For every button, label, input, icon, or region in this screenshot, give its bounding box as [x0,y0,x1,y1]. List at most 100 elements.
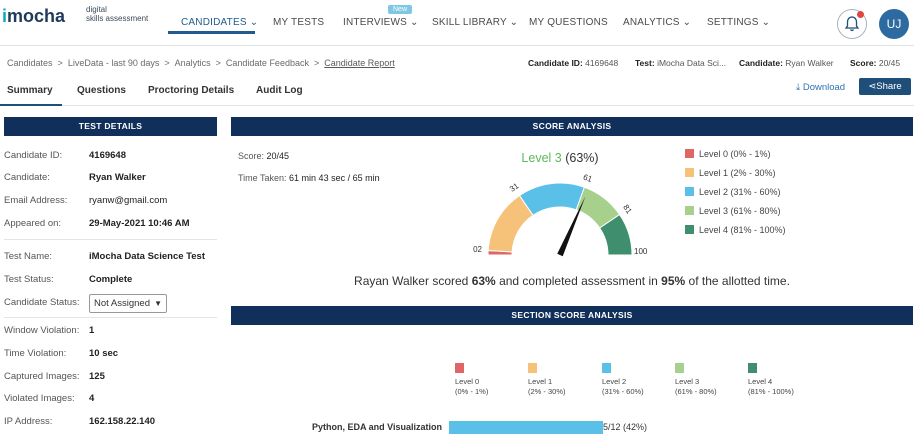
breadcrumb-separator: > [313,58,320,68]
score-analysis-time-taken: Time Taken: 61 min 43 sec / 65 min [238,173,380,183]
detail-violated-images: Violated Images: 4 [4,393,95,404]
detail-candidate-id: Candidate ID: 4169648 [4,150,126,161]
legend-level: Level 2 [602,377,627,386]
detail-candidate-status: Candidate Status: [4,297,80,308]
notifications-button[interactable] [837,9,867,39]
section-legend-item: Level 1 (2% - 30%) [528,363,566,397]
tab-active-indicator [0,104,62,106]
detail-divider [4,239,217,240]
detail-test-status: Test Status: Complete [4,274,133,285]
bell-icon [845,16,859,32]
breadcrumb-candidate-report[interactable]: Candidate Report [324,58,395,68]
imocha-logo[interactable]: imocha digital skills assessment [0,3,150,29]
score-legend-item: Level 3 (61% - 80%) [685,206,781,216]
legend-level: Level 4 [748,377,773,386]
tab-summary[interactable]: Summary [7,85,53,96]
gauge-tick-label: 61 [582,173,594,185]
legend-swatch [675,363,684,373]
section-legend-item: Level 2 (31% - 60%) [602,363,644,397]
legend-swatch [528,363,537,373]
legend-label: Level 1 (2% - 30%) [699,168,776,178]
tab-audit-log[interactable]: Audit Log [256,85,303,96]
section-name: Python, EDA and Visualization [312,422,443,432]
chevron-down-icon: ⌄ [761,17,771,28]
nav-interviews[interactable]: INTERVIEWS ⌄ [343,17,419,28]
chevron-down-icon: ▼ [154,299,162,308]
legend-level: Level 0 [455,377,480,386]
user-avatar[interactable]: UJ [879,9,909,39]
new-badge: New [388,5,413,14]
gauge-tick-label: 100 [634,247,648,256]
meta-test: Test: iMocha Data Sci... [635,58,727,68]
nav-analytics[interactable]: ANALYTICS ⌄ [623,17,692,28]
detail-captured-images: Captured Images: 125 [4,371,105,382]
notification-dot [857,11,864,18]
chevron-down-icon: ⌄ [682,17,692,28]
legend-swatch [748,363,757,373]
score-summary-text: Rayan Walker scored 63% and completed as… [354,274,790,288]
nav-candidates[interactable]: CANDIDATES ⌄ [181,17,259,28]
report-tabs: Summary Questions Proctoring Details Aud… [0,76,914,106]
section-score-value: 5/12 (42%) [603,422,648,432]
section-score-bar [449,421,604,434]
breadcrumb-analytics[interactable]: Analytics [174,58,211,68]
gauge-tick-label: 31 [508,181,521,194]
detail-ip-address: IP Address: 162.158.22.140 [4,416,156,427]
detail-time-violation: Time Violation: 10 sec [4,348,119,359]
nav-my-questions[interactable]: MY QUESTIONS [529,17,608,28]
nav-skill-library[interactable]: SKILL LIBRARY ⌄ [432,17,519,28]
nav-settings[interactable]: SETTINGS ⌄ [707,17,771,28]
chevron-down-icon: ⌄ [249,17,259,28]
top-navigation: imocha digital skills assessment CANDIDAT… [0,0,914,46]
legend-label: Level 2 (31% - 60%) [699,187,781,197]
section-legend-item: Level 3 (61% - 80%) [675,363,717,397]
detail-email: Email Address: ryanw@gmail.com [4,195,168,206]
legend-swatch [685,149,694,158]
breadcrumb-candidate-feedback[interactable]: Candidate Feedback [225,58,309,68]
breadcrumb-separator: > [164,58,170,68]
legend-label: Level 4 (81% - 100%) [699,225,786,235]
section-legend-item: Level 4 (81% - 100%) [748,363,794,397]
legend-swatch [685,168,694,177]
tab-questions[interactable]: Questions [77,85,126,96]
detail-test-name: Test Name: iMocha Data Science Test [4,251,205,262]
legend-level: Level 3 [675,377,700,386]
candidate-status-select[interactable]: Not Assigned ▼ [89,294,167,313]
gauge-tick-label: 81 [621,203,634,216]
logo-tagline: digital skills assessment [86,5,149,23]
gauge-segment [518,182,586,216]
score-analysis-heading: SCORE ANALYSIS [231,117,913,136]
tab-proctoring-details[interactable]: Proctoring Details [148,85,235,96]
legend-label: Level 0 (0% - 1%) [699,149,771,159]
share-icon: ⋖ [868,81,877,92]
legend-level: Level 1 [528,377,553,386]
nav-my-tests[interactable]: MY TESTS [273,17,325,28]
detail-candidate: Candidate: Ryan Walker [4,172,146,183]
meta-candidate-id: Candidate ID: 4169648 [528,58,619,68]
legend-range: (31% - 60%) [602,387,644,396]
breadcrumb-separator: > [57,58,63,68]
section-legend-item: Level 0 (0% - 1%) [455,363,488,397]
chevron-down-icon: ⌄ [410,17,419,28]
download-button[interactable]: ⤓ Download [796,82,846,93]
gauge-tick-label: 02 [473,245,482,254]
score-legend-item: Level 1 (2% - 30%) [685,168,776,178]
score-gauge-chart: Level 3 (63%) 02 31 61 81 100 [473,151,648,257]
score-analysis-score: Score: 20/45 [238,151,290,161]
breadcrumb-separator: > [215,58,221,68]
share-button[interactable]: ⋖Share [859,78,911,95]
legend-label: Level 3 (61% - 80%) [699,206,781,216]
breadcrumb-livedata[interactable]: LiveData - last 90 days [67,58,160,68]
chevron-down-icon: ⌄ [509,17,519,28]
logo-wordmark: imocha [2,6,66,26]
meta-score: Score: 20/45 [850,58,901,68]
nav-active-indicator [168,31,255,34]
gauge-level-text: Level 3 (63%) [521,151,598,165]
breadcrumb-bar: Candidates > LiveData - last 90 days > Analy… [0,52,914,74]
breadcrumb-candidates[interactable]: Candidates [7,58,53,68]
meta-candidate: Candidate: Ryan Walker [739,58,834,68]
section-score-heading: SECTION SCORE ANALYSIS [231,306,913,325]
legend-swatch [685,225,694,234]
legend-swatch [602,363,611,373]
legend-range: (2% - 30%) [528,387,566,396]
